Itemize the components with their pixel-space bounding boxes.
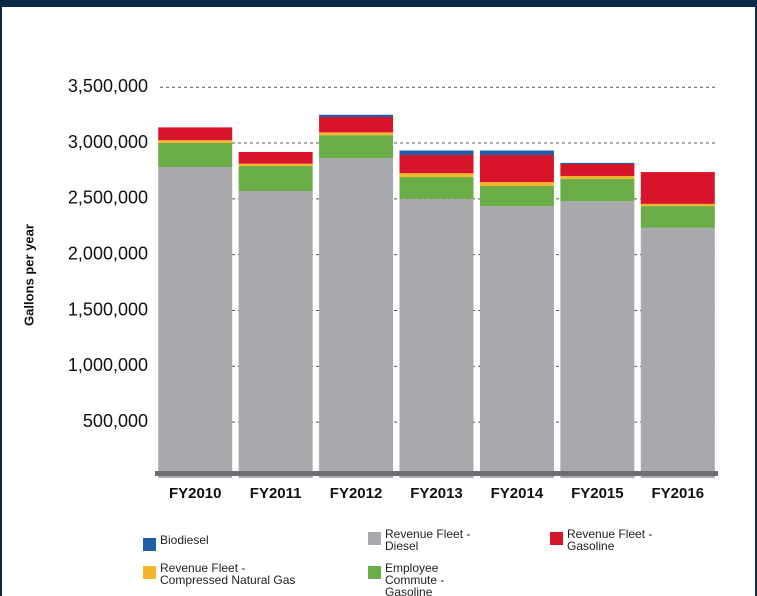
bar-segment <box>560 175 635 179</box>
bar-segment <box>640 206 715 228</box>
bar-segment <box>479 206 554 478</box>
bar-segment <box>238 151 313 164</box>
x-tick-label: FY2016 <box>652 485 705 502</box>
header-bar <box>0 0 757 7</box>
bar-segment <box>399 198 474 478</box>
bar-segment <box>479 150 554 155</box>
legend-label: Employee Commute - Gasoline <box>385 561 445 596</box>
bar-segment <box>399 150 474 155</box>
legend-swatch <box>550 532 563 545</box>
legend-label: Biodiesel <box>160 533 209 547</box>
bar-segment <box>640 203 715 207</box>
bar-segment <box>479 154 554 183</box>
bar-segment <box>479 182 554 187</box>
y-tick-label: 500,000 <box>83 411 148 431</box>
y-tick-label: 2,000,000 <box>68 243 148 263</box>
bar-segment <box>319 135 394 159</box>
bar-segment <box>319 132 394 136</box>
bar-segment <box>560 178 635 202</box>
x-tick-label: FY2015 <box>571 485 624 502</box>
bar-segment <box>158 140 233 144</box>
bar-segment <box>319 158 394 478</box>
bar-segment <box>238 163 313 166</box>
bar-segment <box>399 177 474 199</box>
bar-segment <box>238 165 313 192</box>
right-border <box>755 0 757 596</box>
bar-segment <box>640 172 715 204</box>
legend-swatch <box>368 566 381 579</box>
x-axis <box>155 471 718 476</box>
y-tick-label: 1,000,000 <box>68 355 148 375</box>
bar-segment <box>399 173 474 178</box>
bar-segment <box>479 186 554 207</box>
bar-segment <box>158 127 233 141</box>
bar-segment <box>319 114 394 118</box>
y-tick-label: 2,500,000 <box>68 188 148 208</box>
x-tick-label: FY2011 <box>250 485 302 502</box>
x-tick-label: FY2012 <box>330 485 383 502</box>
bar-segment <box>158 143 233 168</box>
bar-segment <box>560 201 635 479</box>
legend-swatch <box>143 538 156 551</box>
legend-label: Revenue Fleet - Diesel <box>385 527 471 553</box>
x-tick-label: FY2014 <box>491 485 544 502</box>
y-tick-label: 1,500,000 <box>68 299 148 319</box>
legend-label: Revenue Fleet - Gasoline <box>567 527 653 553</box>
bar-segment <box>158 167 233 478</box>
x-tick-label: FY2010 <box>169 485 222 502</box>
y-tick-label: 3,000,000 <box>68 132 148 152</box>
bar-segment <box>560 162 635 165</box>
bar-segment <box>399 154 474 174</box>
legend-swatch <box>368 532 381 545</box>
legend-label: Revenue Fleet - Compressed Natural Gas <box>160 561 296 587</box>
bar-segment <box>238 191 313 478</box>
legend-swatch <box>143 566 156 579</box>
y-tick-label: 3,500,000 <box>68 76 148 96</box>
bar-segment <box>560 164 635 176</box>
y-axis-label: Gallons per year <box>21 224 36 326</box>
bar-segment <box>319 117 394 133</box>
left-border <box>0 0 2 596</box>
x-tick-label: FY2013 <box>410 485 463 502</box>
bar-segment <box>640 227 715 478</box>
